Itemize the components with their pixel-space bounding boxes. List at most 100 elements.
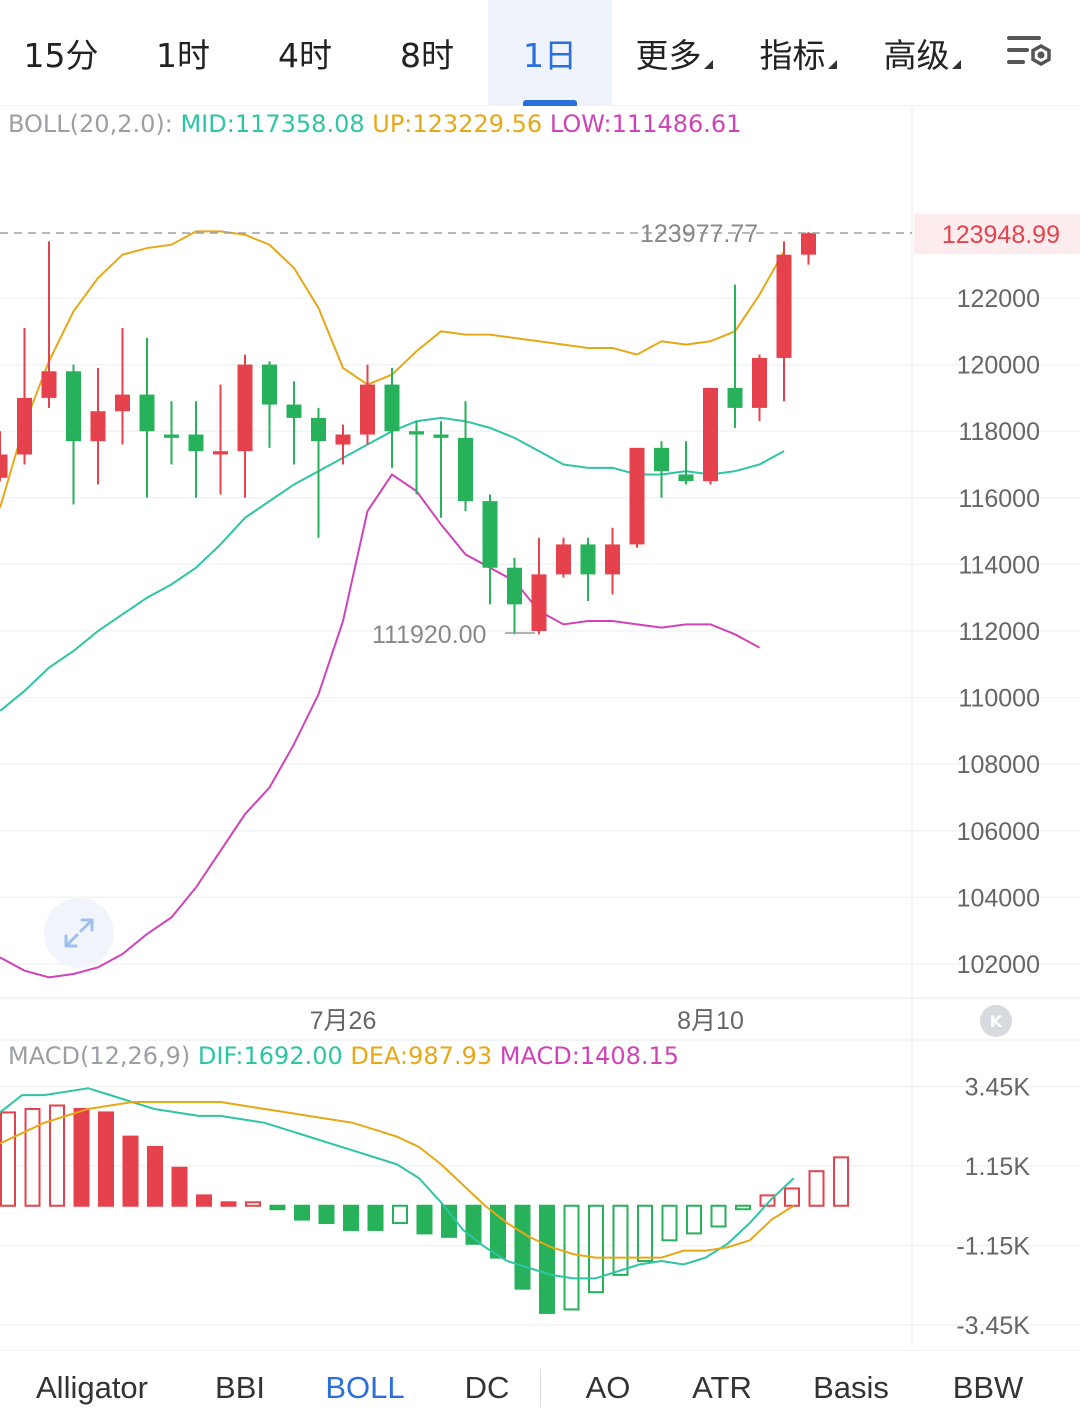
price-axis-label: 106000 xyxy=(957,818,1040,846)
candle-body xyxy=(629,447,645,545)
indicator-tab-ao[interactable]: AO xyxy=(585,1370,631,1405)
indicator-tab-alligator[interactable]: Alligator xyxy=(36,1370,148,1405)
timeframe-tab-4[interactable]: 1日 xyxy=(488,0,612,106)
price-axis-label: 110000 xyxy=(958,685,1040,713)
macd-axis-label: -3.45K xyxy=(956,1312,1030,1340)
boll-legend-mid: MID:117358.08 xyxy=(180,110,365,138)
current-price-tag xyxy=(914,214,1080,254)
timeframe-tab-bar: 15分 1时 4时 8时 1日 更多 指标 高级 xyxy=(0,0,1080,106)
macd-bar xyxy=(49,1104,65,1207)
high-marker-label: 123977.77 xyxy=(640,220,758,248)
timeframe-tab-label: 8时 xyxy=(400,36,454,75)
expand-chart-button[interactable] xyxy=(44,898,114,968)
indicator-tab-basis[interactable]: Basis xyxy=(813,1370,889,1405)
macd-bar xyxy=(196,1194,212,1207)
candle-body xyxy=(654,447,669,472)
scroll-to-latest-button[interactable]: K xyxy=(980,1005,1012,1037)
indicator-tab-atr[interactable]: ATR xyxy=(692,1370,752,1405)
price-axis-label: 122000 xyxy=(957,285,1040,313)
candle-body xyxy=(213,451,228,455)
timeframe-tab-2[interactable]: 4时 xyxy=(244,0,366,106)
timeframe-tab-0[interactable]: 15分 xyxy=(0,0,122,106)
boll-legend: BOLL(20,2.0): MID:117358.08 UP:123229.56… xyxy=(8,110,741,138)
macd-axis-label: 1.15K xyxy=(965,1153,1031,1181)
indicator-tab-bbi[interactable]: BBI xyxy=(215,1370,265,1405)
macd-bar xyxy=(612,1204,629,1276)
candle-body xyxy=(776,254,792,358)
macd-bar xyxy=(637,1204,653,1263)
price-axis-label: 102000 xyxy=(957,951,1040,979)
candle-body xyxy=(801,233,816,255)
candle-body xyxy=(605,544,620,575)
macd-legend-macd: MACD:1408.15 xyxy=(499,1042,680,1070)
macd-bar xyxy=(171,1166,188,1207)
candle-body xyxy=(139,394,155,432)
timeframe-tab-3[interactable]: 8时 xyxy=(366,0,488,106)
macd-bar xyxy=(539,1204,555,1314)
macd-bar xyxy=(294,1204,310,1221)
candle-body xyxy=(531,574,547,631)
macd-dea-line xyxy=(0,1101,795,1259)
macd-bar xyxy=(73,1107,90,1207)
timeframe-tab-label: 更多 xyxy=(635,36,702,75)
timeframe-tab-7[interactable]: 高级 xyxy=(860,0,984,106)
macd-bar xyxy=(588,1204,604,1294)
candle-body xyxy=(433,434,449,438)
candle-body xyxy=(384,384,400,432)
macd-bar xyxy=(318,1204,335,1225)
macd-bar xyxy=(392,1204,408,1225)
macd-bar xyxy=(710,1204,727,1228)
price-axis-label: 104000 xyxy=(957,884,1040,912)
candle-body xyxy=(164,434,179,438)
candle-body xyxy=(90,411,106,442)
low-marker-label: 111920.00 xyxy=(372,621,486,649)
macd-bar xyxy=(661,1204,678,1242)
candle-body xyxy=(409,431,424,435)
macd-bar xyxy=(147,1145,163,1207)
macd-legend-name: MACD(12,26,9) xyxy=(8,1042,191,1070)
macd-bar xyxy=(490,1204,506,1259)
macd-bar xyxy=(563,1204,580,1311)
chart-settings-icon xyxy=(1007,36,1051,67)
macd-dif-line xyxy=(0,1087,795,1280)
macd-bar xyxy=(514,1204,531,1290)
macd-bar xyxy=(808,1170,825,1207)
timeframe-tab-1[interactable]: 1时 xyxy=(122,0,244,106)
scroll-to-latest-icon: K xyxy=(989,1011,1003,1031)
timeframe-tab-6[interactable]: 指标 xyxy=(736,0,860,106)
timeframe-tab-label: 1日 xyxy=(523,36,577,75)
candle-body xyxy=(262,364,277,405)
boll-legend-name: BOLL(20,2.0): xyxy=(8,110,173,138)
candle-body xyxy=(311,417,326,442)
indicator-separator xyxy=(540,1369,541,1407)
indicator-tab-dc[interactable]: DC xyxy=(464,1370,510,1405)
chart-settings-button[interactable] xyxy=(990,0,1070,106)
timeframe-tab-label: 高级 xyxy=(883,36,950,75)
macd-bar xyxy=(441,1204,457,1238)
macd-bar xyxy=(220,1201,237,1207)
indicator-tab-bbw[interactable]: BBW xyxy=(952,1370,1024,1405)
candle-body xyxy=(727,387,743,408)
current-price-label: 123948.99 xyxy=(942,221,1060,249)
timeframe-tab-5[interactable]: 更多 xyxy=(612,0,736,106)
macd-axis-label: -1.15K xyxy=(956,1233,1030,1261)
candle-body xyxy=(752,357,767,408)
expand-arrows-icon xyxy=(64,918,94,948)
candle-body xyxy=(0,454,8,478)
indicator-tab-bar: Alligator BBI BOLL DC AO ATR Basis BBW xyxy=(0,1350,1080,1424)
indicator-tab-boll[interactable]: BOLL xyxy=(325,1370,405,1405)
macd-bar xyxy=(416,1204,433,1235)
candle-body xyxy=(237,364,253,452)
macd-bar xyxy=(24,1107,41,1207)
price-axis-label: 108000 xyxy=(957,751,1040,779)
macd-legend: MACD(12,26,9) DIF:1692.00 DEA:987.93 MAC… xyxy=(8,1042,679,1070)
candle-body xyxy=(66,371,81,442)
timeframe-tab-label: 15分 xyxy=(23,36,99,75)
dropdown-triangle-icon xyxy=(703,59,713,69)
macd-bar xyxy=(759,1194,776,1207)
price-axis-label: 118000 xyxy=(958,418,1040,446)
macd-bar xyxy=(784,1187,800,1207)
boll-legend-up: UP:123229.56 xyxy=(372,110,543,138)
